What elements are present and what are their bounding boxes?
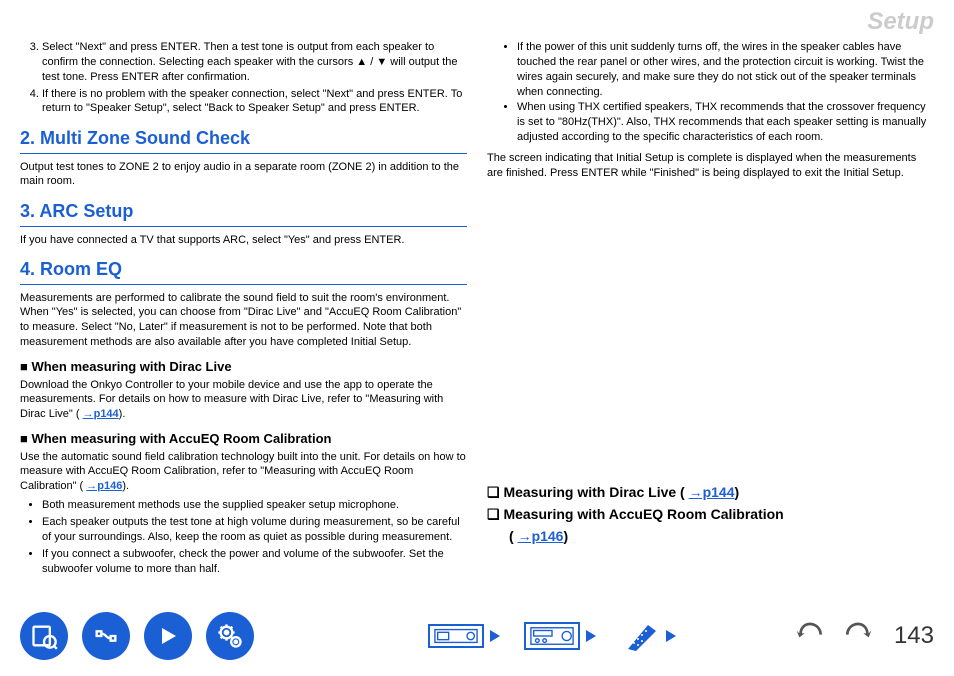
dirac-text: Download the Onkyo Controller to your mo… (20, 378, 467, 423)
accueq-text: Use the automatic sound field calibratio… (20, 450, 467, 495)
play-arrow-icon (666, 630, 676, 642)
heading-roomeq: 4. Room EQ (20, 257, 467, 284)
manual-icon[interactable] (20, 612, 68, 660)
boxlink-dirac-b: ) (735, 484, 740, 500)
play-arrow-icon (490, 630, 500, 642)
step-4: If there is no problem with the speaker … (42, 87, 467, 117)
right-finish-text: The screen indicating that Initial Setup… (487, 151, 934, 181)
roomeq-text: Measurements are performed to calibrate … (20, 291, 467, 350)
settings-icon[interactable] (206, 612, 254, 660)
right-bullets: If the power of this unit suddenly turns… (487, 40, 934, 145)
link-p144[interactable]: →p144 (83, 408, 119, 420)
note-1: Both measurement methods use the supplie… (42, 498, 467, 513)
checkbox-links: ❏ Measuring with Dirac Live ( →p144) ❏ M… (487, 481, 934, 548)
dirac-text-b: ). (119, 408, 126, 420)
note-3: If you connect a subwoofer, check the po… (42, 547, 467, 577)
arc-text: If you have connected a TV that supports… (20, 233, 467, 248)
boxlink-dirac-a: ❏ Measuring with Dirac Live ( (487, 484, 689, 500)
page-number: 143 (894, 622, 934, 650)
content-columns: Select "Next" and press ENTER. Then a te… (0, 0, 954, 578)
forward-arrow-icon[interactable] (842, 616, 874, 656)
boxlink-accueq-a: ( (509, 528, 518, 544)
right-column: If the power of this unit suddenly turns… (487, 40, 934, 578)
boxlink-p146[interactable]: →p146 (518, 528, 564, 544)
numbered-steps: Select "Next" and press ENTER. Then a te… (20, 40, 467, 116)
boxlink-accueq-b: ) (563, 528, 568, 544)
link-p146[interactable]: →p146 (86, 480, 122, 492)
left-column: Select "Next" and press ENTER. Then a te… (20, 40, 467, 578)
heading-multizone: 2. Multi Zone Sound Check (20, 126, 467, 153)
product-remote[interactable] (620, 621, 678, 651)
boxlink-accueq: ❏ Measuring with AccuEQ Room Calibration (487, 503, 934, 525)
measurement-notes: Both measurement methods use the supplie… (20, 498, 467, 576)
product-receiver[interactable] (428, 624, 502, 648)
subhead-accueq: ■ When measuring with AccuEQ Room Calibr… (20, 430, 467, 448)
play-icon[interactable] (144, 612, 192, 660)
multizone-text: Output test tones to ZONE 2 to enjoy aud… (20, 160, 467, 190)
subhead-dirac: ■ When measuring with Dirac Live (20, 358, 467, 376)
right-note-2: When using THX certified speakers, THX r… (517, 100, 934, 145)
note-2: Each speaker outputs the test tone at hi… (42, 515, 467, 545)
accueq-text-b: ). (122, 480, 129, 492)
step-3: Select "Next" and press ENTER. Then a te… (42, 40, 467, 85)
footer-bar: 143 (0, 606, 954, 666)
heading-arc: 3. ARC Setup (20, 199, 467, 226)
back-arrow-icon[interactable] (794, 616, 826, 656)
boxlink-dirac: ❏ Measuring with Dirac Live ( →p144) (487, 481, 934, 503)
boxlink-accueq-indent: ( →p146) (487, 525, 934, 547)
right-note-1: If the power of this unit suddenly turns… (517, 40, 934, 99)
play-arrow-icon (586, 630, 596, 642)
connection-icon[interactable] (82, 612, 130, 660)
boxlink-p144[interactable]: →p144 (689, 484, 735, 500)
page-header-title: Setup (867, 8, 934, 36)
product-amp[interactable] (524, 622, 598, 650)
